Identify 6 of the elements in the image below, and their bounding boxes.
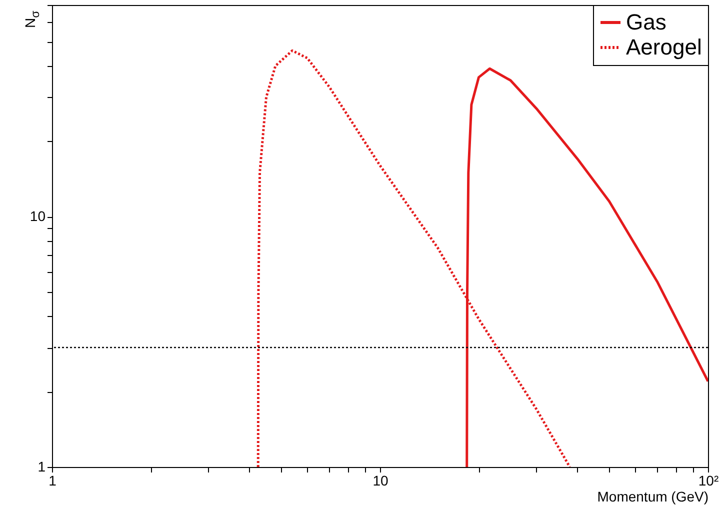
legend-label: Gas (626, 10, 666, 34)
x-axis-title: Momentum (GeV) (597, 488, 708, 504)
x-tick-label: 10 (372, 472, 388, 488)
x-tick-label: 1 (48, 472, 57, 488)
x-tick-label: 10² (698, 472, 719, 488)
legend-label: Aerogel (626, 34, 702, 60)
